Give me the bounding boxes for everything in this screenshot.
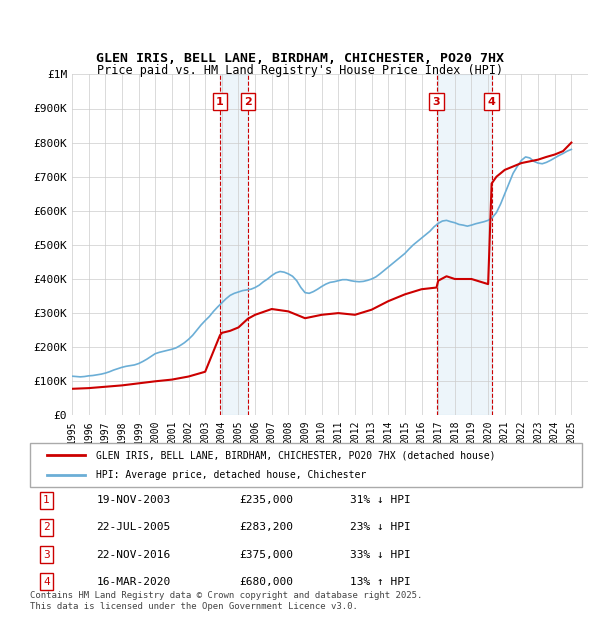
- Text: 3: 3: [433, 97, 440, 107]
- Text: GLEN IRIS, BELL LANE, BIRDHAM, CHICHESTER, PO20 7HX: GLEN IRIS, BELL LANE, BIRDHAM, CHICHESTE…: [96, 53, 504, 65]
- Text: 4: 4: [43, 577, 50, 587]
- Text: £375,000: £375,000: [240, 549, 294, 559]
- Text: Price paid vs. HM Land Registry's House Price Index (HPI): Price paid vs. HM Land Registry's House …: [97, 64, 503, 76]
- Text: 22-JUL-2005: 22-JUL-2005: [96, 523, 170, 533]
- Text: Contains HM Land Registry data © Crown copyright and database right 2025.
This d: Contains HM Land Registry data © Crown c…: [30, 591, 422, 611]
- Text: 1: 1: [216, 97, 224, 107]
- Text: 23% ↓ HPI: 23% ↓ HPI: [350, 523, 411, 533]
- Text: £283,200: £283,200: [240, 523, 294, 533]
- Text: 3: 3: [43, 549, 50, 559]
- Text: 13% ↑ HPI: 13% ↑ HPI: [350, 577, 411, 587]
- Bar: [220, 74, 248, 415]
- Text: 19-NOV-2003: 19-NOV-2003: [96, 495, 170, 505]
- Text: 2: 2: [43, 523, 50, 533]
- Text: 2: 2: [244, 97, 251, 107]
- Text: GLEN IRIS, BELL LANE, BIRDHAM, CHICHESTER, PO20 7HX (detached house): GLEN IRIS, BELL LANE, BIRDHAM, CHICHESTE…: [96, 450, 496, 460]
- Text: HPI: Average price, detached house, Chichester: HPI: Average price, detached house, Chic…: [96, 470, 367, 480]
- Text: 33% ↓ HPI: 33% ↓ HPI: [350, 549, 411, 559]
- Bar: [437, 74, 491, 415]
- FancyBboxPatch shape: [30, 443, 582, 487]
- Text: 16-MAR-2020: 16-MAR-2020: [96, 577, 170, 587]
- Text: 22-NOV-2016: 22-NOV-2016: [96, 549, 170, 559]
- Text: £235,000: £235,000: [240, 495, 294, 505]
- Text: 4: 4: [488, 97, 496, 107]
- Text: £680,000: £680,000: [240, 577, 294, 587]
- Text: 1: 1: [43, 495, 50, 505]
- Text: 31% ↓ HPI: 31% ↓ HPI: [350, 495, 411, 505]
